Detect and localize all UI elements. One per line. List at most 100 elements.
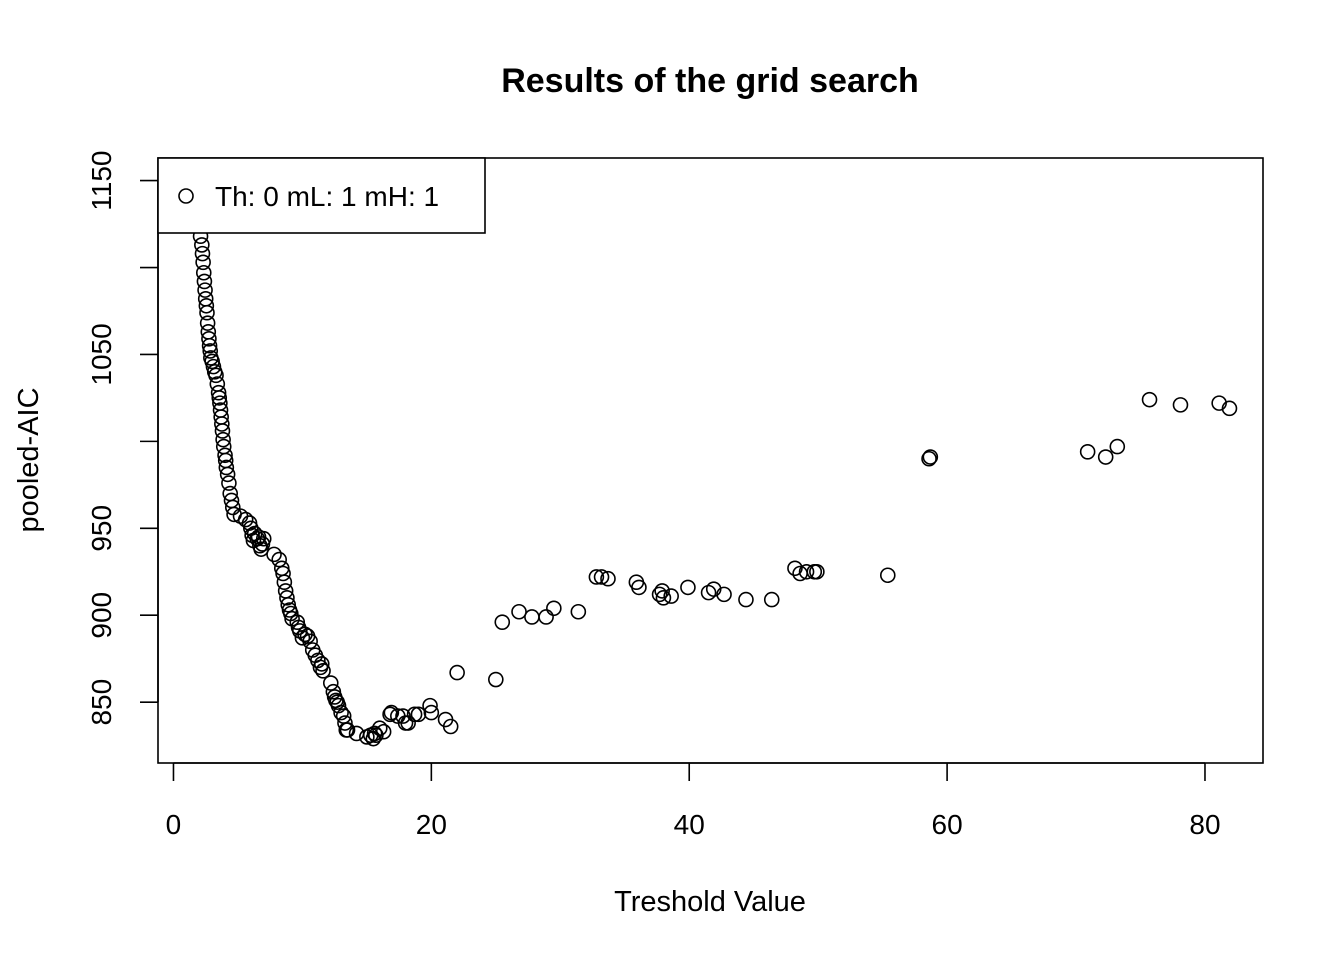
data-point: [570, 603, 587, 620]
data-point: [705, 581, 722, 597]
chart-title: Results of the grid search: [501, 62, 919, 100]
data-point: [371, 720, 388, 737]
data-point: [337, 715, 353, 731]
x-tick-label: 0: [166, 809, 182, 840]
data-point: [406, 706, 423, 723]
data-point: [488, 671, 504, 688]
data-point: [237, 511, 254, 528]
data-point: [738, 591, 754, 608]
data-point: [663, 588, 679, 604]
data-point: [196, 273, 213, 290]
data-point: [410, 706, 427, 723]
x-axis: 0 20 40 60 80: [166, 762, 1221, 840]
data-point: [302, 633, 318, 650]
data-point: [198, 297, 215, 314]
data-point: [279, 590, 295, 606]
data-point: [449, 664, 465, 681]
data-point: [1221, 400, 1238, 417]
data-point: [224, 499, 241, 516]
data-point: [422, 697, 438, 714]
data-point: [600, 570, 616, 587]
data-point: [763, 591, 780, 608]
data-point: [215, 431, 231, 448]
data-point: [202, 343, 219, 359]
data-point: [333, 704, 349, 721]
data-point: [217, 447, 233, 464]
y-tick-label: 950: [86, 505, 117, 552]
data-point: [210, 384, 227, 401]
data-point: [494, 614, 511, 630]
data-point: [201, 337, 218, 354]
data-point: [313, 656, 330, 672]
data-point: [921, 450, 937, 467]
data-point: [194, 237, 210, 253]
data-point: [382, 706, 398, 723]
plot-frame: [157, 157, 1264, 764]
data-point: [249, 530, 266, 547]
data-point: [631, 579, 647, 596]
data-point: [194, 245, 211, 262]
data-point: [588, 569, 605, 585]
data-point: [218, 459, 235, 476]
data-point: [546, 600, 562, 617]
data-point: [330, 697, 347, 714]
data-point: [651, 586, 668, 603]
data-point: [1097, 449, 1114, 465]
data-point: [922, 449, 939, 465]
data-point: [524, 609, 540, 625]
data-point: [423, 704, 440, 721]
data-point: [201, 331, 217, 347]
data-points: [192, 228, 1238, 747]
legend-box: [157, 157, 486, 234]
y-tick-label: 1150: [86, 150, 117, 210]
data-point: [208, 367, 224, 384]
legend-entry: Th: 0 mL: 1 mH: 1: [215, 181, 439, 212]
data-point: [255, 530, 272, 547]
x-axis-label: Treshold Value: [614, 886, 806, 918]
data-point: [593, 569, 610, 585]
data-point: [538, 609, 554, 625]
data-point: [315, 663, 331, 679]
y-axis: 850 900 950 1050 1150: [86, 150, 159, 726]
data-point: [276, 574, 293, 590]
data-point: [442, 718, 459, 735]
data-point: [655, 590, 672, 606]
data-point: [511, 603, 527, 620]
legend: Th: 0 mL: 1 mH: 1: [157, 157, 486, 234]
data-point: [879, 567, 896, 584]
data-point: [339, 722, 356, 738]
data-point: [1079, 444, 1096, 460]
data-point: [1141, 391, 1158, 408]
data-point: [211, 390, 228, 406]
y-tick-label: 1050: [86, 323, 117, 385]
data-point: [195, 254, 211, 271]
data-point: [199, 315, 216, 331]
data-point: [680, 579, 696, 596]
y-tick-label: 850: [86, 679, 117, 726]
data-point: [1211, 395, 1227, 411]
data-point: [195, 264, 212, 281]
data-point: [271, 551, 288, 568]
x-tick-label: 60: [932, 809, 963, 840]
data-point: [221, 475, 237, 491]
data-point: [219, 466, 236, 483]
data-point: [214, 416, 230, 432]
data-point: [310, 652, 326, 669]
data-point: [197, 282, 213, 298]
legend-marker-icon: [178, 188, 194, 204]
data-point: [275, 565, 291, 582]
data-point: [1172, 397, 1189, 413]
data-point: [199, 304, 215, 321]
data-point: [375, 723, 392, 740]
data-point: [266, 546, 282, 563]
data-point: [787, 560, 803, 577]
data-point: [809, 563, 825, 580]
x-tick-label: 20: [416, 809, 447, 840]
data-point: [654, 583, 670, 599]
x-tick-label: 80: [1189, 809, 1220, 840]
data-point: [798, 563, 815, 580]
y-axis-label: pooled-AIC: [13, 387, 45, 532]
data-point: [716, 586, 732, 603]
y-tick-label: 900: [86, 592, 117, 639]
